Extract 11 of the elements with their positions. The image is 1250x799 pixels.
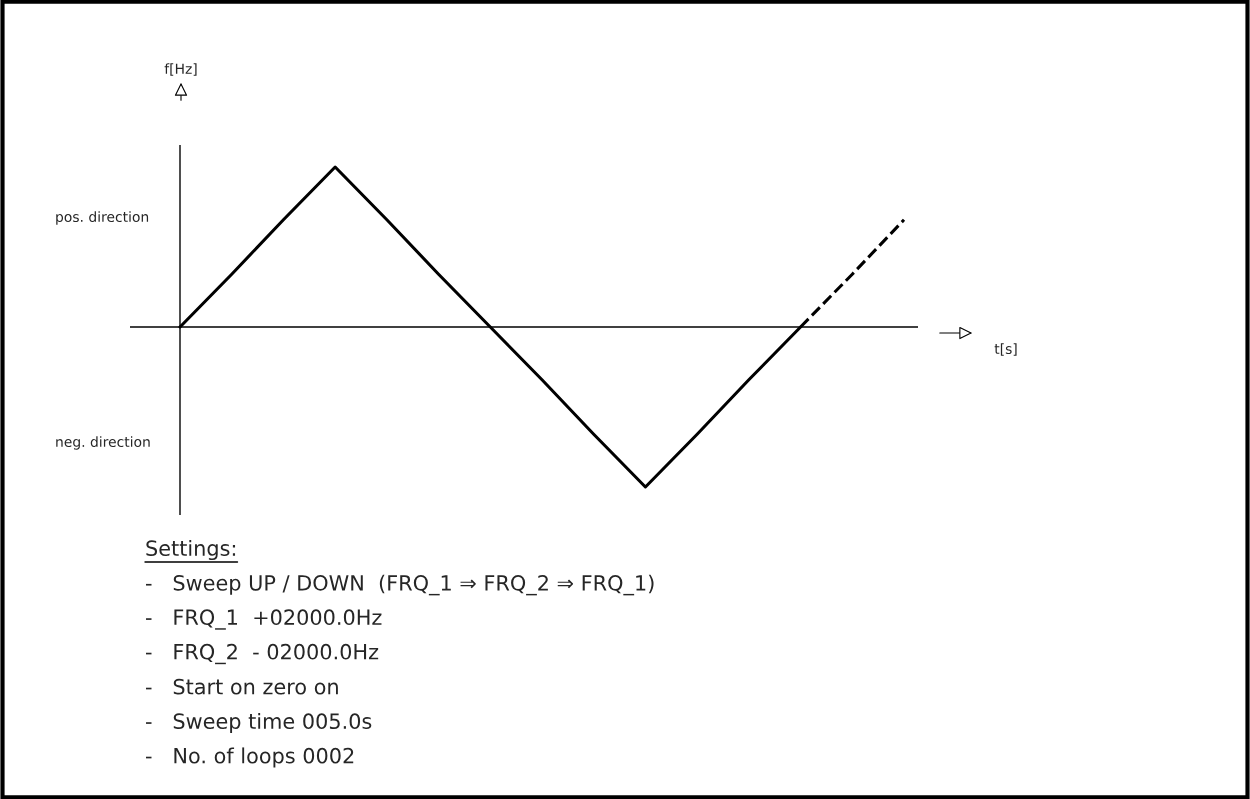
text: - FRQ_1 +02000.0Hz — [146, 609, 382, 630]
annotation: neg. direction — [56, 436, 150, 450]
text: - No. of loops 0002 — [146, 747, 354, 768]
text: - FRQ_2 - 02000.0Hz — [146, 643, 379, 665]
text: - Sweep time 005.0s — [146, 712, 372, 734]
text: t[s] — [994, 343, 1017, 356]
text: Settings: — [146, 539, 236, 561]
text: f[Hz] — [164, 63, 197, 76]
text: - Sweep UP / DOWN (FRQ_1 ⇒ FRQ_2 ⇒ FRQ_1) — [146, 574, 654, 596]
annotation: pos. direction — [56, 211, 149, 225]
text: - Start on zero on — [146, 678, 338, 695]
